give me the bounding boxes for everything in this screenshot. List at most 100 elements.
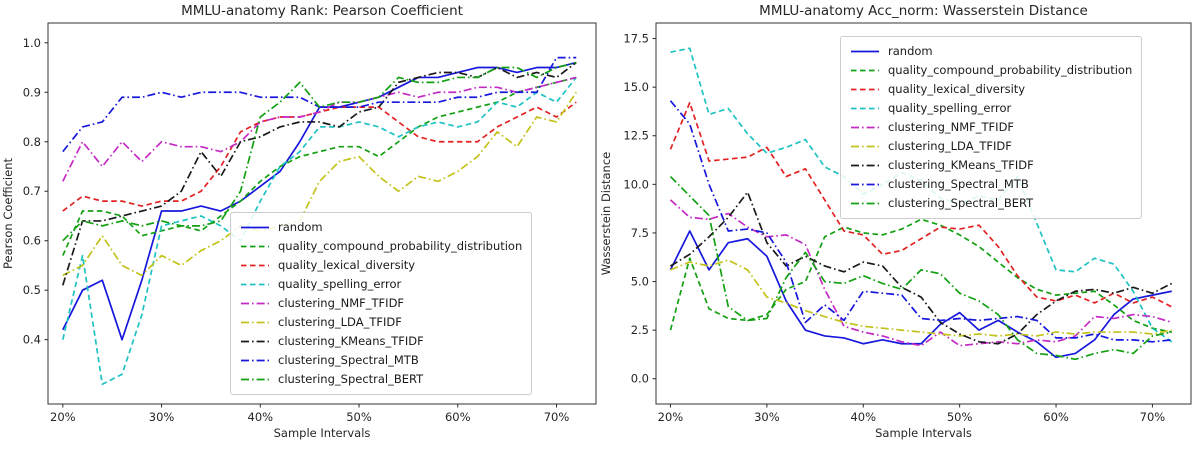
legend-item: clustering_KMeans_TFIDF: [850, 156, 1132, 175]
legend-item: clustering_Spectral_BERT: [240, 370, 522, 389]
y-axis-label: Wasserstein Distance: [599, 152, 613, 275]
legend-item: clustering_LDA_TFIDF: [240, 313, 522, 332]
series-line-clustering_KMeans_TFIDF: [670, 191, 1173, 345]
x-tick-label: 70%: [544, 410, 570, 424]
x-tick-label: 60%: [445, 410, 471, 424]
x-tick-label: 50%: [947, 410, 973, 424]
right-chart-title: MMLU-anatomy Acc_norm: Wasserstein Dista…: [759, 3, 1088, 19]
left-chart-title: MMLU-anatomy Rank: Pearson Coefficient: [181, 3, 463, 19]
y-tick-label: 7.5: [631, 226, 649, 240]
x-axis-label: Sample Intervals: [875, 426, 972, 440]
legend-label: clustering_LDA_TFIDF: [888, 139, 1012, 153]
series-group: [61, 56, 577, 386]
x-tick-label: 20%: [658, 410, 684, 424]
legend-item: quality_lexical_diversity: [240, 256, 522, 275]
x-axis-label: Sample Intervals: [274, 426, 371, 440]
legend-line-sample: [851, 164, 879, 167]
legend-item: clustering_Spectral_MTB: [850, 175, 1132, 194]
legend-label: quality_lexical_diversity: [278, 258, 416, 272]
series-line-clustering_NMF_TFIDF: [62, 76, 577, 182]
legend-item: clustering_Spectral_BERT: [850, 194, 1132, 213]
legend-label: quality_compound_probability_distributio…: [278, 239, 523, 253]
y-tick-label: 0.9: [23, 85, 41, 99]
x-tick-label: 60%: [1043, 410, 1069, 424]
legend-label: random: [888, 44, 933, 58]
plot-border: [655, 22, 1192, 405]
legend-label: quality_spelling_error: [888, 101, 1012, 115]
legend-label: random: [278, 220, 323, 234]
x-tick-label: 40%: [850, 410, 876, 424]
plot-border: [47, 22, 597, 405]
legend-label: clustering_KMeans_TFIDF: [278, 334, 424, 348]
legend-label: quality_lexical_diversity: [888, 82, 1026, 96]
series-group: [669, 47, 1173, 361]
y-axis-label: Pearson Coefficient: [1, 158, 15, 269]
y-tick-label: 0.5: [23, 283, 41, 297]
legend-item: random: [240, 218, 522, 237]
legend-item: quality_spelling_error: [240, 275, 522, 294]
legend-label: clustering_Spectral_BERT: [278, 372, 424, 386]
legend-item: random: [850, 42, 1132, 61]
legend-item: quality_compound_probability_distributio…: [240, 237, 522, 256]
y-tick-label: 0.4: [23, 333, 41, 347]
left-legend: random quality_compound_probability_distr…: [230, 212, 533, 395]
left-chart: MMLU-anatomy Rank: Pearson Coefficient 2…: [1, 3, 597, 440]
legend-label: clustering_NMF_TFIDF: [888, 120, 1015, 134]
legend-label: quality_compound_probability_distributio…: [888, 63, 1133, 77]
legend-line-sample: [851, 126, 879, 129]
legend-line-sample: [851, 107, 879, 110]
series-line-clustering_Spectral_BERT: [669, 175, 1172, 361]
series-line-clustering_LDA_TFIDF: [670, 259, 1172, 337]
legend-line-sample: [241, 245, 269, 248]
legend-label: clustering_Spectral_BERT: [888, 196, 1034, 210]
right-legend: random quality_compound_probability_distr…: [840, 36, 1143, 219]
series-line-clustering_NMF_TFIDF: [669, 199, 1172, 347]
legend-line-sample: [851, 202, 879, 205]
legend-line-sample: [241, 340, 269, 343]
x-tick-label: 70%: [1140, 410, 1166, 424]
legend-line-sample: [241, 226, 269, 229]
y-tick-label: 0.6: [23, 234, 41, 248]
legend-label: clustering_LDA_TFIDF: [278, 315, 402, 329]
legend-item: clustering_Spectral_MTB: [240, 351, 522, 370]
series-line-clustering_Spectral_MTB: [62, 56, 577, 153]
series-line-quality_compound_probability_distribution: [669, 218, 1172, 333]
y-tick-label: 10.0: [623, 177, 649, 191]
legend-item: quality_spelling_error: [850, 99, 1132, 118]
y-tick-label: 2.5: [631, 323, 649, 337]
legend-line-sample: [241, 321, 269, 324]
legend-item: clustering_NMF_TFIDF: [240, 294, 522, 313]
left-plot-svg: 20% 30% 40% 50% 60% 70% 0.4 0.5 0.6 0.7 0.8 0.9 1.0 S…: [1, 22, 597, 440]
x-tick-label: 50%: [346, 410, 372, 424]
legend-label: clustering_Spectral_MTB: [888, 177, 1029, 191]
y-tick-label: 0.7: [23, 184, 41, 198]
legend-label: quality_spelling_error: [278, 277, 402, 291]
legend-item: quality_lexical_diversity: [850, 80, 1132, 99]
y-tick-label: 12.5: [623, 129, 649, 143]
legend-item: clustering_NMF_TFIDF: [850, 118, 1132, 137]
legend-line-sample: [851, 69, 879, 72]
series-line-quality_spelling_error: [61, 76, 577, 386]
y-tick-label: 0.8: [23, 135, 41, 149]
series-line-clustering_Spectral_MTB: [669, 100, 1172, 343]
legend-line-sample: [851, 50, 879, 53]
legend-label: clustering_NMF_TFIDF: [278, 296, 405, 310]
y-tick-label: 5.0: [631, 275, 649, 289]
legend-line-sample: [851, 145, 879, 148]
legend-item: clustering_LDA_TFIDF: [850, 137, 1132, 156]
x-tick-label: 30%: [754, 410, 780, 424]
legend-line-sample: [241, 283, 269, 286]
legend-label: clustering_KMeans_TFIDF: [888, 158, 1034, 172]
legend-line-sample: [851, 183, 879, 186]
y-tick-label: 1.0: [23, 36, 41, 50]
right-plot-svg: 20% 30% 40% 50% 60% 70% 0.0 2.5 5.0 7.5 10.0 12.5 15…: [599, 22, 1192, 440]
y-tick-label: 15.0: [623, 80, 649, 94]
x-tick-label: 30%: [149, 410, 175, 424]
y-tick-label: 0.0: [631, 372, 649, 386]
series-line-clustering_LDA_TFIDF: [62, 91, 577, 277]
legend-line-sample: [241, 378, 269, 381]
legend-line-sample: [241, 302, 269, 305]
legend-line-sample: [851, 88, 879, 91]
legend-item: clustering_KMeans_TFIDF: [240, 332, 522, 351]
